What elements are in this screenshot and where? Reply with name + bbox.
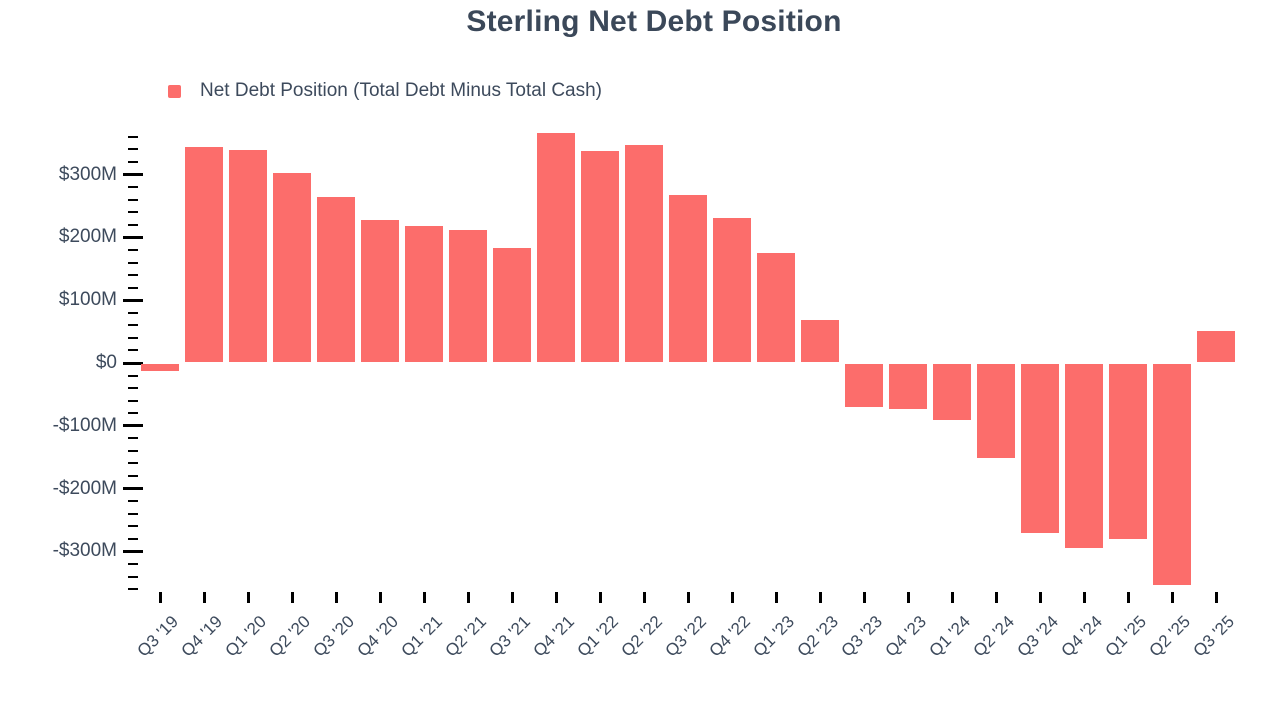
y-axis-tick [128, 186, 138, 189]
y-axis-tick [128, 311, 138, 314]
y-axis-tick [123, 173, 143, 177]
bar[interactable] [493, 248, 531, 362]
y-axis-tick [128, 437, 138, 440]
x-axis-tick [378, 592, 382, 603]
x-axis-tick [862, 592, 866, 603]
legend[interactable]: Net Debt Position (Total Debt Minus Tota… [168, 80, 602, 102]
x-axis-tick [730, 592, 734, 603]
bar[interactable] [273, 173, 311, 362]
bar[interactable] [845, 364, 883, 407]
x-axis-tick [246, 592, 250, 603]
bar[interactable] [405, 226, 443, 362]
y-axis-tick [128, 475, 138, 478]
x-axis-tick [818, 592, 822, 603]
bar[interactable] [933, 364, 971, 420]
x-axis-tick [466, 592, 470, 603]
y-axis-tick [128, 349, 138, 352]
y-axis-tick [128, 399, 138, 402]
x-axis-tick [1038, 592, 1042, 603]
y-axis-tick [128, 336, 138, 339]
x-axis-tick [334, 592, 338, 603]
x-axis-tick [1214, 592, 1218, 603]
y-axis-label: $100M [58, 289, 117, 311]
bar[interactable] [889, 364, 927, 410]
y-axis-tick [128, 588, 138, 591]
x-axis-tick [774, 592, 778, 603]
y-axis-tick [128, 512, 138, 515]
y-axis-tick [128, 324, 138, 327]
x-axis-tick [598, 592, 602, 603]
x-axis-tick [686, 592, 690, 603]
x-axis-tick [906, 592, 910, 603]
y-axis-tick [123, 487, 143, 491]
y-axis-tick [123, 424, 143, 428]
y-axis-tick [128, 223, 138, 226]
y-axis-tick [128, 449, 138, 452]
x-axis-tick [158, 592, 162, 603]
x-axis-tick [994, 592, 998, 603]
bar[interactable] [1065, 364, 1103, 548]
y-axis-tick [128, 148, 138, 151]
y-axis-tick [128, 161, 138, 164]
bar[interactable] [669, 195, 707, 362]
y-axis-tick [128, 261, 138, 264]
x-axis-tick [1126, 592, 1130, 603]
y-axis-tick [123, 361, 143, 365]
y-axis-tick [123, 298, 143, 302]
bar[interactable] [1021, 364, 1059, 533]
bar[interactable] [625, 145, 663, 362]
x-axis-tick [1082, 592, 1086, 603]
y-axis-tick [128, 462, 138, 465]
y-axis-tick [128, 198, 138, 201]
y-axis-tick [128, 286, 138, 289]
bar[interactable] [141, 364, 179, 372]
y-axis-tick [128, 537, 138, 540]
y-axis-tick [128, 248, 138, 251]
x-axis-tick [290, 592, 294, 603]
bar[interactable] [1153, 364, 1191, 585]
bar[interactable] [537, 132, 575, 362]
x-axis-tick [950, 592, 954, 603]
bar[interactable] [185, 146, 223, 362]
y-axis-label: $0 [95, 352, 117, 373]
legend-label: Net Debt Position (Total Debt Minus Tota… [200, 80, 602, 101]
bar[interactable] [1109, 364, 1147, 539]
y-axis-tick [128, 525, 138, 528]
legend-marker-icon [168, 84, 181, 98]
x-axis-tick [642, 592, 646, 603]
y-axis-tick [128, 500, 138, 503]
x-axis-tick [510, 592, 514, 603]
y-axis-tick [128, 374, 138, 377]
x-axis-tick [202, 592, 206, 603]
y-axis-label: $300M [58, 163, 117, 185]
chart-title: Sterling Net Debt Position [466, 5, 842, 38]
y-axis-tick [123, 235, 143, 239]
bar[interactable] [801, 320, 839, 362]
bar[interactable] [581, 150, 619, 362]
x-axis-tick [422, 592, 426, 603]
bar[interactable] [229, 150, 267, 362]
y-axis-label: -$200M [52, 477, 117, 499]
bar[interactable] [1197, 330, 1235, 362]
x-axis-tick [1170, 592, 1174, 603]
y-axis-tick [128, 575, 138, 578]
bar[interactable] [361, 219, 399, 362]
y-axis-tick [128, 135, 138, 138]
y-axis-tick [128, 274, 138, 277]
bar[interactable] [317, 196, 355, 362]
y-axis-label: -$100M [52, 414, 117, 436]
bar[interactable] [977, 364, 1015, 459]
y-axis-tick [128, 412, 138, 415]
y-axis-label: -$300M [52, 540, 117, 562]
y-axis-tick [123, 549, 143, 553]
y-axis-label: $200M [58, 226, 117, 248]
bar[interactable] [449, 230, 487, 362]
y-axis-tick [128, 387, 138, 390]
bar[interactable] [713, 217, 751, 362]
y-axis-tick [128, 562, 138, 565]
bar[interactable] [757, 253, 795, 362]
x-axis-tick [554, 592, 558, 603]
y-axis-tick [128, 211, 138, 214]
